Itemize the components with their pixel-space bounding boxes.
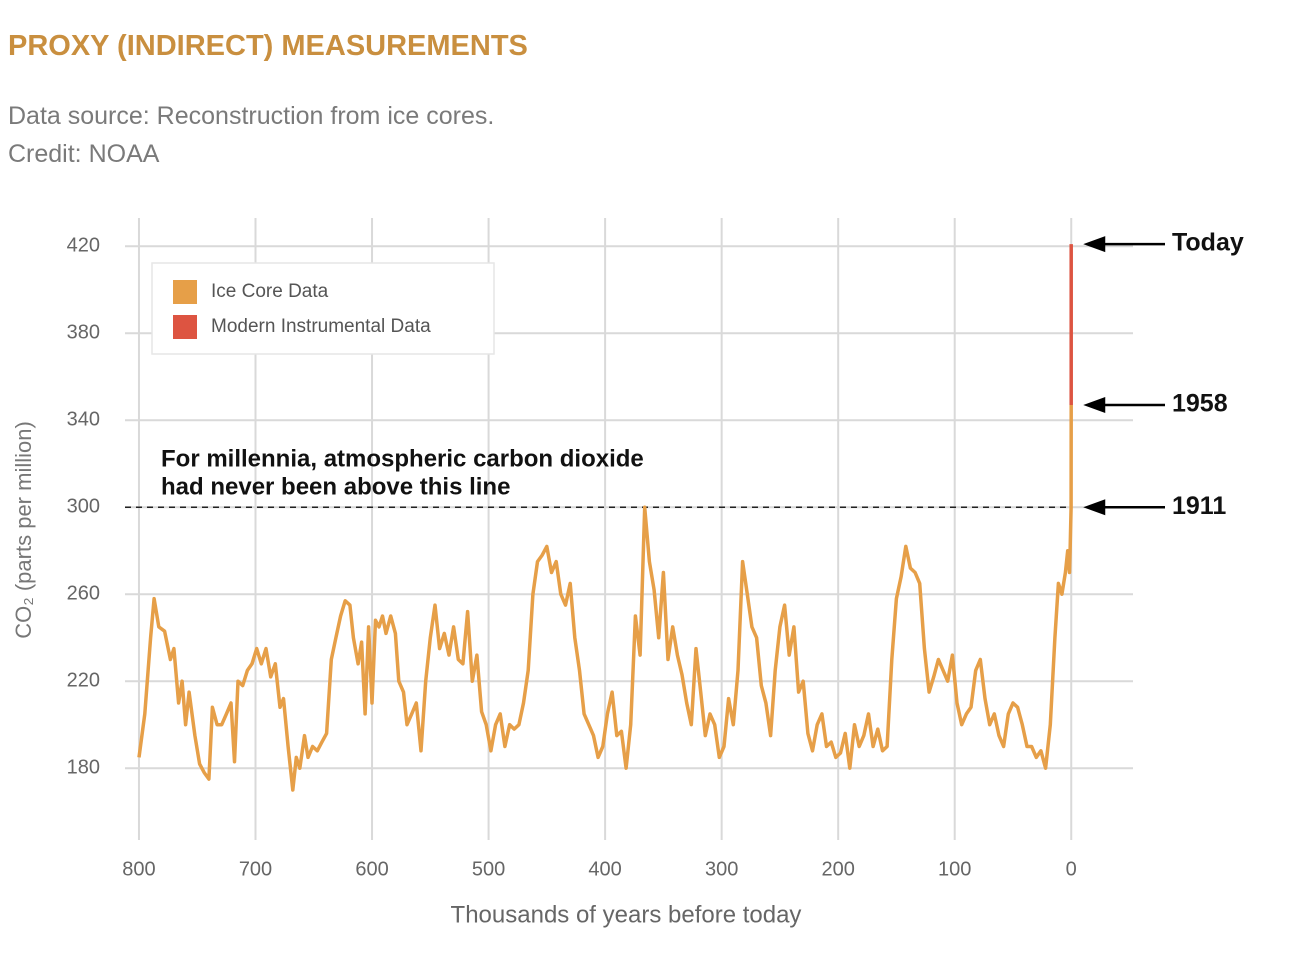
- y-axis-label: CO₂ (parts per million): [11, 421, 36, 639]
- annotation-label: 1958: [1172, 390, 1228, 418]
- arrow-head: [1083, 397, 1106, 414]
- y-tick-label: 300: [67, 496, 100, 518]
- arrow-head: [1083, 236, 1106, 253]
- legend-box: [151, 262, 495, 355]
- legend-swatch: [173, 315, 197, 339]
- y-tick-label: 340: [67, 409, 100, 431]
- x-tick-label: 600: [355, 858, 388, 880]
- x-tick-label: 700: [239, 858, 272, 880]
- x-tick-label: 200: [821, 858, 854, 880]
- credit: Credit: NOAA: [8, 140, 160, 168]
- legend-label: Ice Core Data: [211, 281, 329, 302]
- data-line: [137, 404, 1073, 792]
- x-tick-label: 0: [1066, 858, 1077, 880]
- x-tick-label: 300: [705, 858, 738, 880]
- reference-label: For millennia, atmospheric carbon dioxid…: [161, 446, 644, 473]
- annotation-label: 1911: [1172, 492, 1226, 520]
- data-source: Data source: Reconstruction from ice cor…: [8, 102, 495, 130]
- x-tick-label: 500: [472, 858, 505, 880]
- x-tick-label: 100: [938, 858, 971, 880]
- reference-label: had never been above this line: [161, 474, 510, 501]
- y-tick-label: 420: [67, 235, 100, 257]
- arrow-head: [1083, 499, 1106, 516]
- y-tick-label: 220: [67, 670, 100, 692]
- x-axis-label: Thousands of years before today: [451, 901, 802, 928]
- x-tick-label: 800: [122, 858, 155, 880]
- page-title: PROXY (INDIRECT) MEASUREMENTS: [8, 30, 528, 62]
- legend-label: Modern Instrumental Data: [211, 316, 431, 337]
- y-tick-label: 180: [67, 757, 100, 779]
- x-tick-label: 400: [588, 858, 621, 880]
- y-tick-label: 260: [67, 583, 100, 605]
- annotation-label: Today: [1172, 229, 1244, 257]
- legend-swatch: [173, 280, 197, 304]
- y-tick-label: 380: [67, 322, 100, 344]
